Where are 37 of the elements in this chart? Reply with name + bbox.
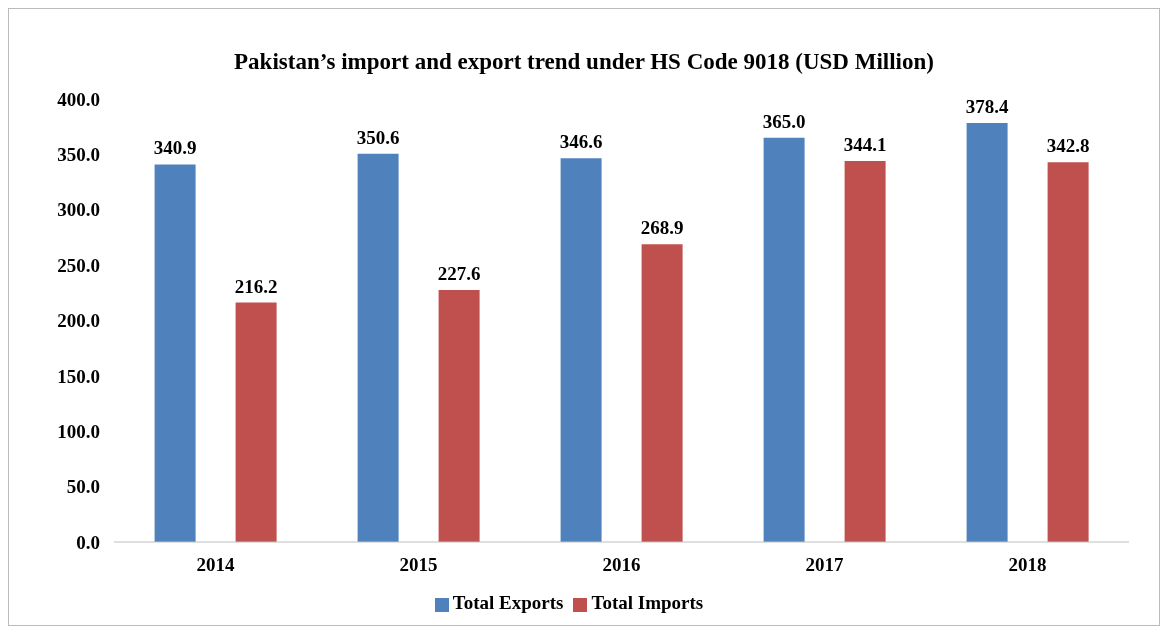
bar <box>154 164 196 542</box>
data-label: 216.2 <box>234 275 278 297</box>
y-tick-label: 150.0 <box>57 365 100 387</box>
bar <box>966 122 1008 542</box>
data-label: 350.6 <box>356 126 400 148</box>
data-label: 268.9 <box>640 217 684 239</box>
legend-label: Total Exports <box>452 592 564 613</box>
bar <box>763 137 805 542</box>
x-tick-label: 2016 <box>602 554 641 576</box>
y-tick-label: 0.0 <box>76 531 100 553</box>
bar <box>844 160 886 542</box>
data-label: 340.9 <box>153 137 197 159</box>
y-tick-label: 350.0 <box>57 144 100 166</box>
y-tick-label: 50.0 <box>66 476 100 498</box>
bar <box>235 302 277 542</box>
x-tick-label: 2017 <box>805 554 844 576</box>
bar <box>560 158 602 542</box>
chart-title: Pakistan’s import and export trend under HS Code 9018 (USD Million) <box>233 48 935 76</box>
x-tick-label: 2015 <box>399 554 438 576</box>
data-label: 346.6 <box>559 131 603 153</box>
y-tick-label: 300.0 <box>57 199 100 221</box>
bar <box>1047 162 1089 542</box>
legend-label: Total Imports <box>591 592 704 613</box>
data-label: 344.1 <box>843 133 887 155</box>
y-tick-label: 250.0 <box>57 254 100 276</box>
y-tick-label: 200.0 <box>57 310 100 332</box>
bar <box>641 244 683 542</box>
bar <box>438 289 480 542</box>
data-label: 378.4 <box>965 95 1009 117</box>
y-tick-label: 400.0 <box>57 88 100 110</box>
data-label: 365.0 <box>762 110 806 132</box>
x-tick-label: 2018 <box>1008 554 1047 576</box>
data-label: 342.8 <box>1046 135 1090 157</box>
x-tick-label: 2014 <box>196 554 235 576</box>
y-tick-label: 100.0 <box>57 420 100 442</box>
data-label: 227.6 <box>437 262 481 284</box>
bar <box>357 153 399 542</box>
